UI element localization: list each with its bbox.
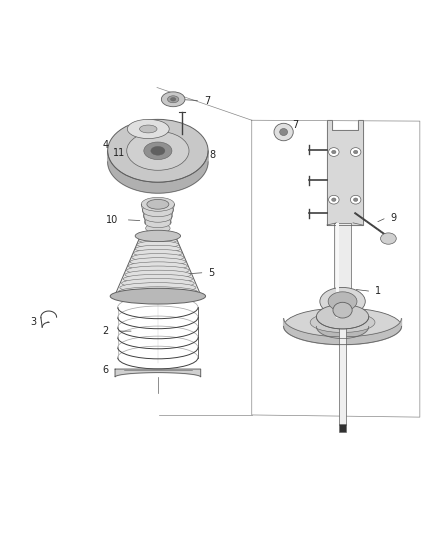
Text: 8: 8 — [209, 150, 215, 160]
Ellipse shape — [142, 204, 173, 217]
Text: 11: 11 — [113, 148, 125, 158]
Bar — [339, 424, 346, 432]
Polygon shape — [115, 369, 201, 377]
Ellipse shape — [147, 199, 169, 209]
Ellipse shape — [120, 282, 196, 293]
Ellipse shape — [332, 198, 336, 201]
Ellipse shape — [117, 291, 199, 302]
Text: 4: 4 — [103, 140, 109, 150]
Text: 7: 7 — [204, 95, 210, 106]
Text: 9: 9 — [390, 213, 396, 223]
Ellipse shape — [135, 230, 180, 241]
Ellipse shape — [108, 139, 208, 173]
Ellipse shape — [123, 274, 192, 284]
Ellipse shape — [332, 150, 336, 154]
Polygon shape — [327, 120, 363, 225]
Text: 2: 2 — [103, 326, 109, 336]
Polygon shape — [316, 317, 369, 338]
Ellipse shape — [128, 262, 187, 270]
Ellipse shape — [161, 92, 185, 107]
Text: 10: 10 — [106, 215, 118, 225]
Ellipse shape — [137, 241, 179, 248]
Ellipse shape — [125, 270, 191, 279]
Polygon shape — [284, 318, 402, 345]
Ellipse shape — [121, 278, 194, 288]
Ellipse shape — [320, 287, 365, 316]
Ellipse shape — [108, 119, 208, 182]
Ellipse shape — [140, 125, 157, 133]
Text: 7: 7 — [292, 119, 299, 130]
Ellipse shape — [310, 312, 375, 333]
Ellipse shape — [132, 254, 184, 261]
Ellipse shape — [118, 287, 198, 297]
Text: 1: 1 — [375, 286, 381, 296]
Ellipse shape — [167, 96, 179, 103]
Ellipse shape — [151, 147, 165, 155]
Ellipse shape — [350, 148, 361, 156]
Ellipse shape — [144, 142, 172, 159]
Ellipse shape — [130, 258, 186, 266]
Text: 5: 5 — [208, 268, 214, 278]
Ellipse shape — [328, 292, 357, 311]
Ellipse shape — [144, 211, 172, 222]
Bar — [334, 223, 351, 318]
Ellipse shape — [328, 148, 339, 156]
Ellipse shape — [145, 217, 171, 228]
Ellipse shape — [146, 223, 170, 233]
Text: 6: 6 — [103, 365, 109, 375]
Ellipse shape — [381, 233, 396, 244]
Ellipse shape — [353, 198, 358, 201]
Bar — [336, 223, 339, 318]
Ellipse shape — [274, 123, 293, 141]
Ellipse shape — [284, 308, 402, 345]
Bar — [339, 314, 346, 425]
Ellipse shape — [328, 195, 339, 204]
Ellipse shape — [141, 233, 175, 239]
Ellipse shape — [127, 119, 169, 139]
Ellipse shape — [134, 249, 182, 257]
Ellipse shape — [127, 131, 189, 170]
Ellipse shape — [110, 288, 205, 304]
Ellipse shape — [141, 197, 174, 211]
Text: 3: 3 — [31, 317, 37, 327]
Ellipse shape — [353, 150, 358, 154]
Ellipse shape — [280, 128, 288, 135]
Ellipse shape — [333, 302, 352, 318]
Ellipse shape — [135, 245, 180, 253]
Ellipse shape — [139, 237, 177, 244]
Polygon shape — [108, 151, 208, 193]
Ellipse shape — [316, 304, 369, 329]
Ellipse shape — [350, 195, 361, 204]
Polygon shape — [117, 236, 199, 296]
Ellipse shape — [170, 98, 176, 101]
Ellipse shape — [127, 266, 189, 274]
